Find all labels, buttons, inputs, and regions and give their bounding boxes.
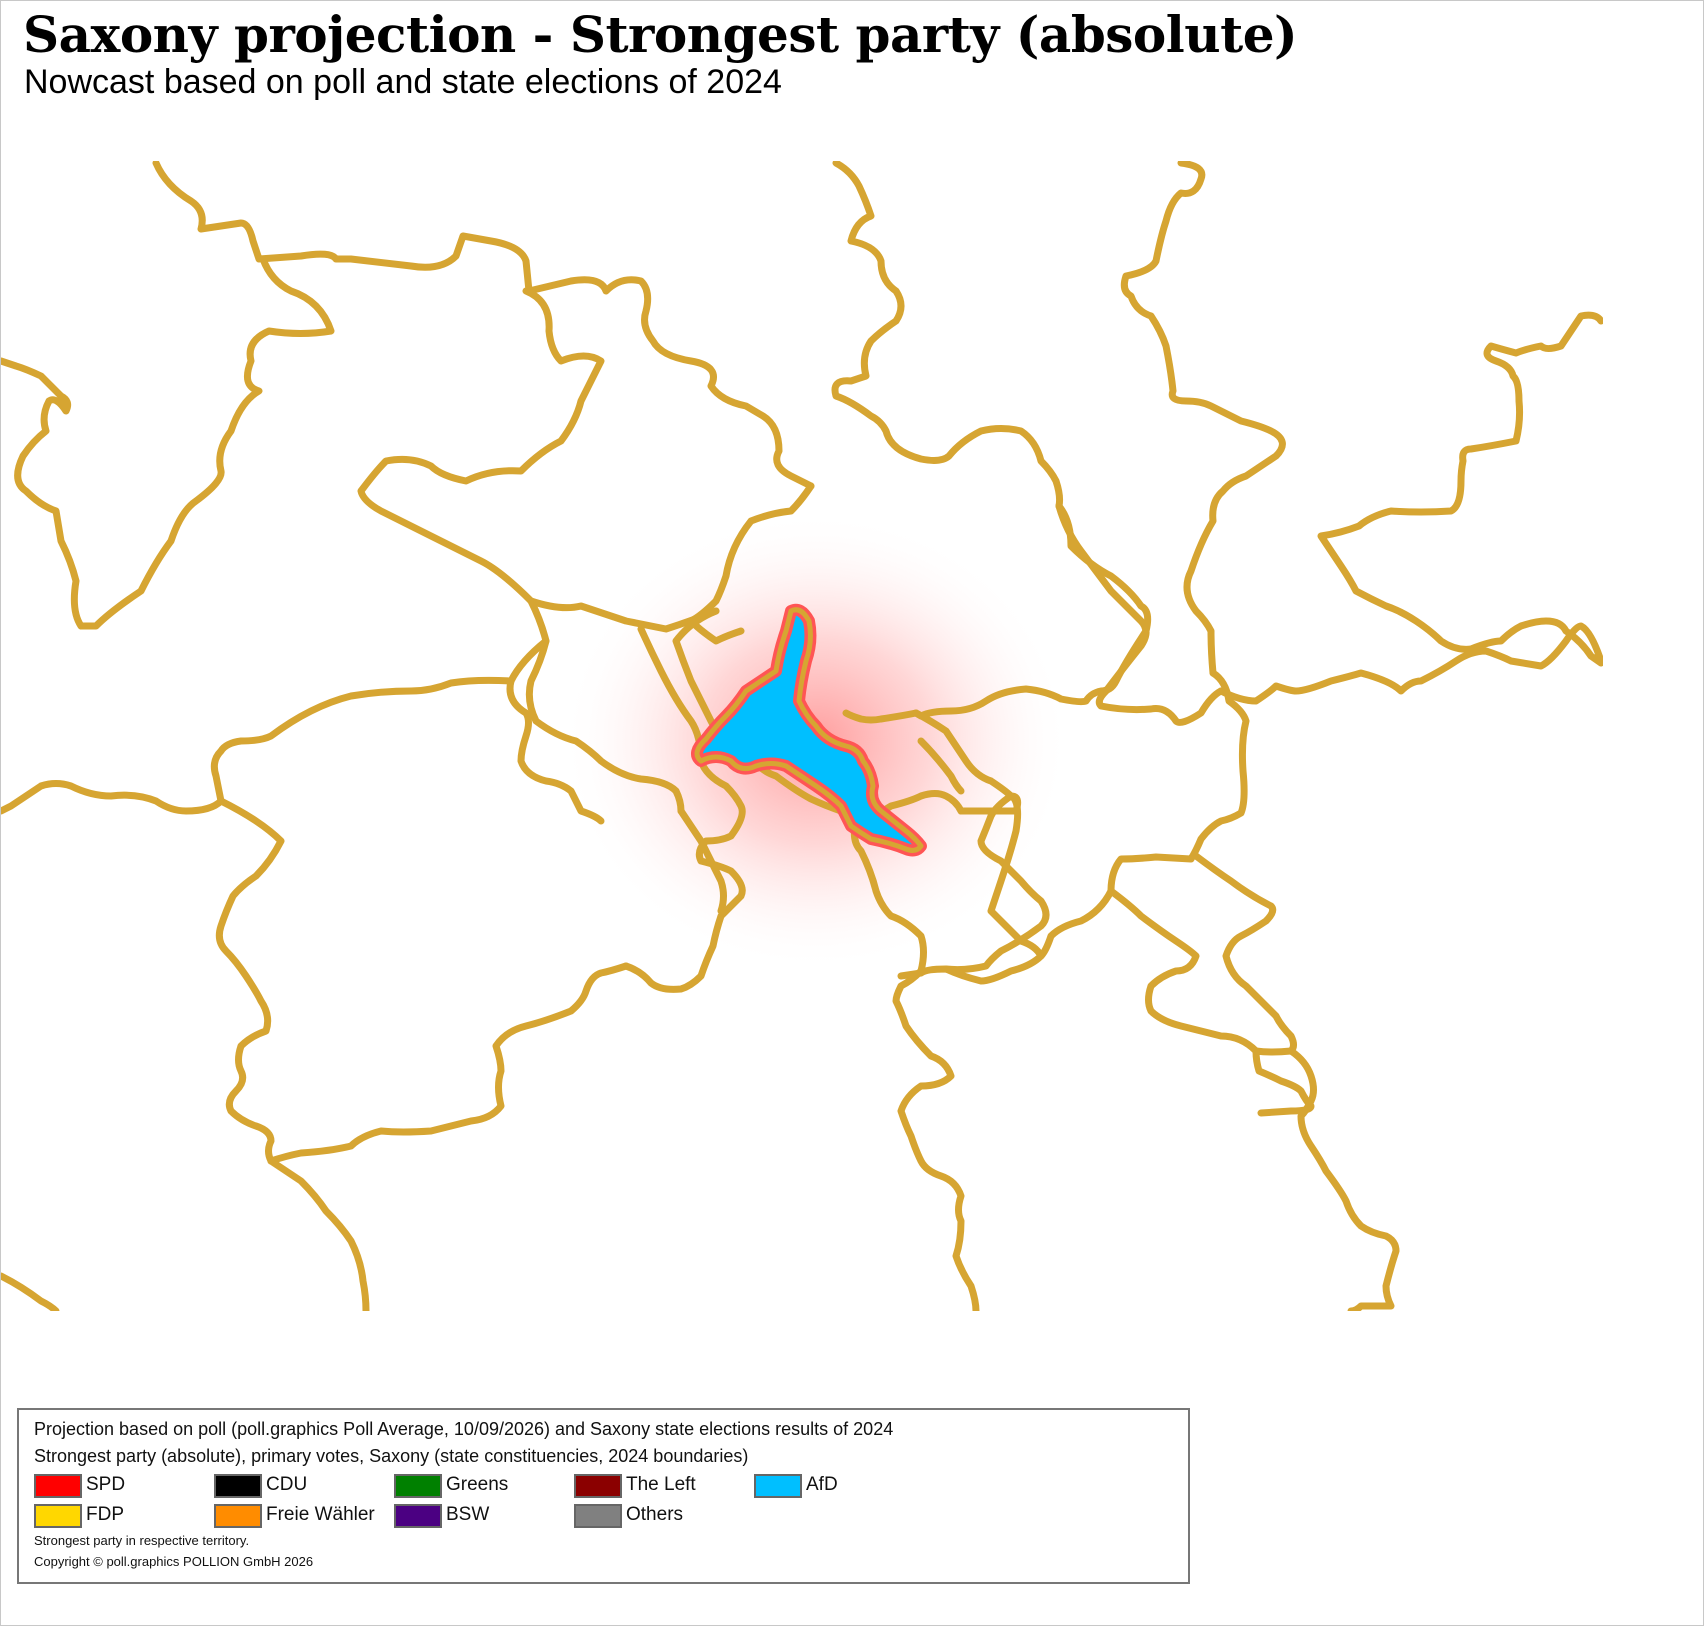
boundary-line — [1120, 161, 1286, 677]
legend-description-line: Strongest party (absolute), primary vote… — [34, 1446, 749, 1466]
legend-swatch-bsw — [394, 1504, 442, 1528]
boundary-line — [897, 792, 1050, 980]
boundary-line — [152, 161, 815, 490]
legend-swatch-greens — [394, 1474, 442, 1498]
legend-source-line: Projection based on poll (poll.graphics … — [34, 1419, 894, 1439]
copyright-text: Copyright © poll.graphics POLLION GmbH 2… — [34, 1554, 314, 1569]
legend-swatch-afd — [754, 1474, 802, 1498]
legend-swatch-the-left — [574, 1474, 622, 1498]
legend-label-others: Others — [626, 1504, 684, 1525]
boundary-line — [850, 817, 980, 1311]
legend-label-greens: Greens — [446, 1474, 509, 1495]
boundary-line — [687, 482, 815, 645]
legend-swatch-spd — [34, 1474, 82, 1498]
legend-swatch-cdu — [214, 1474, 262, 1498]
constituency-map — [1, 161, 1603, 1311]
legend-label-cdu: CDU — [266, 1474, 308, 1495]
legend-label-afd: AfD — [806, 1474, 838, 1495]
boundary-line — [1, 676, 515, 815]
legend: Projection based on poll (poll.graphics … — [17, 1408, 1190, 1584]
legend-label-the-left: The Left — [626, 1474, 696, 1495]
boundary-line — [677, 807, 727, 915]
boundary-line — [215, 797, 285, 1165]
legend-note: Strongest party in respective territory. — [34, 1533, 250, 1548]
legend-swatch-freie-waehler — [214, 1504, 262, 1528]
legend-swatch-others — [574, 1504, 622, 1528]
legend-label-spd: SPD — [86, 1474, 126, 1495]
highlighted-constituency[interactable] — [694, 607, 924, 853]
boundary-line — [1107, 887, 1260, 1055]
map-title: Saxony projection - Strongest party (abs… — [23, 5, 1298, 64]
legend-label-fdp: FDP — [86, 1504, 124, 1525]
boundary-line — [917, 737, 965, 795]
boundary-line — [1317, 311, 1603, 667]
constituency-boundaries — [1, 161, 1603, 1311]
boundary-line — [1, 255, 335, 630]
boundary-line — [1192, 852, 1315, 1117]
boundary-line — [942, 952, 1045, 985]
boundary-line — [525, 597, 685, 815]
boundary-line — [1217, 622, 1603, 705]
legend-label-bsw: BSW — [446, 1504, 490, 1525]
boundary-line — [357, 287, 720, 633]
boundary-line — [1, 1272, 60, 1311]
boundary-line — [267, 962, 630, 1165]
boundary-line — [912, 502, 1152, 720]
legend-label-freie-waehler: Freie Wähler — [266, 1504, 375, 1525]
legend-swatch-fdp — [34, 1504, 82, 1528]
boundary-line — [831, 161, 1064, 510]
boundary-line — [506, 637, 605, 825]
boundary-line — [987, 669, 1250, 960]
boundary-line — [1287, 1047, 1400, 1311]
map-subtitle: Nowcast based on poll and state election… — [24, 63, 782, 101]
boundary-line — [267, 1157, 370, 1311]
boundary-line — [842, 709, 920, 724]
